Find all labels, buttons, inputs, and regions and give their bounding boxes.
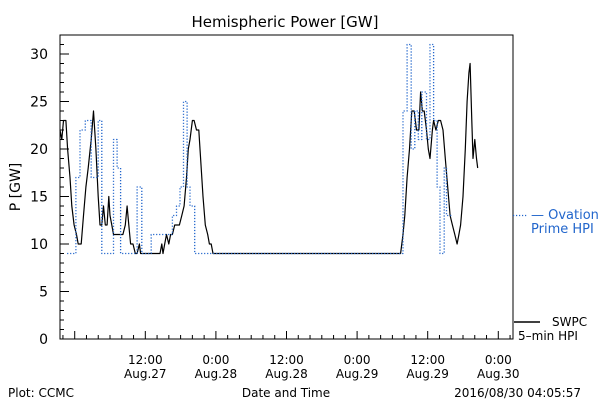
footer-timestamp: 2016/08/30 04:05:57: [454, 386, 581, 400]
legend-swpc-label: SWPC: [552, 315, 587, 329]
legend-swpc-label-2: 5–min HPI: [518, 329, 578, 343]
series-line-ovation: [67, 43, 453, 255]
y-axis-label: P [GW]: [8, 163, 24, 212]
x-tick-label-time: 12:00: [128, 353, 163, 367]
x-tick-labels: 12:00Aug.270:00Aug.2812:00Aug.280:00Aug.…: [124, 353, 520, 381]
x-tick-label-time: 12:00: [269, 353, 304, 367]
y-tick-label: 5: [39, 285, 48, 301]
x-tick-label-time: 0:00: [344, 353, 371, 367]
axis-ticks: [60, 34, 511, 340]
legend: — Ovation Prime HPI SWPC 5–min HPI: [513, 208, 599, 343]
y-tick-label: 25: [30, 95, 48, 111]
plot-frame: [59, 34, 514, 340]
y-tick-label: 30: [30, 47, 48, 63]
y-tick-label: 20: [30, 142, 48, 158]
x-tick-label-time: 0:00: [202, 353, 229, 367]
series-line-swpc: [59, 62, 479, 255]
x-tick-label-date: Aug.30: [477, 367, 520, 381]
x-tick-label-date: Aug.29: [406, 367, 449, 381]
x-tick-label-date: Aug.28: [195, 367, 238, 381]
series-layer: [59, 43, 479, 255]
y-tick-label: 0: [39, 332, 48, 348]
footer-plot-credit: Plot: CCMC: [8, 386, 74, 400]
x-tick-label-date: Aug.29: [336, 367, 379, 381]
x-tick-label-time: 12:00: [410, 353, 445, 367]
legend-ovation-label-2: Prime HPI: [531, 222, 594, 237]
y-tick-labels: 0 5 10 15 20 25 30: [30, 47, 48, 348]
y-tick-label: 15: [30, 190, 48, 206]
x-axis-label: Date and Time: [242, 386, 330, 400]
x-tick-label-date: Aug.27: [124, 367, 167, 381]
x-tick-label-time: 0:00: [485, 353, 512, 367]
legend-ovation-label: — Ovation: [531, 208, 599, 223]
y-tick-label: 10: [30, 237, 48, 253]
chart-title: Hemispheric Power [GW]: [192, 13, 379, 31]
x-tick-label-date: Aug.28: [265, 367, 308, 381]
